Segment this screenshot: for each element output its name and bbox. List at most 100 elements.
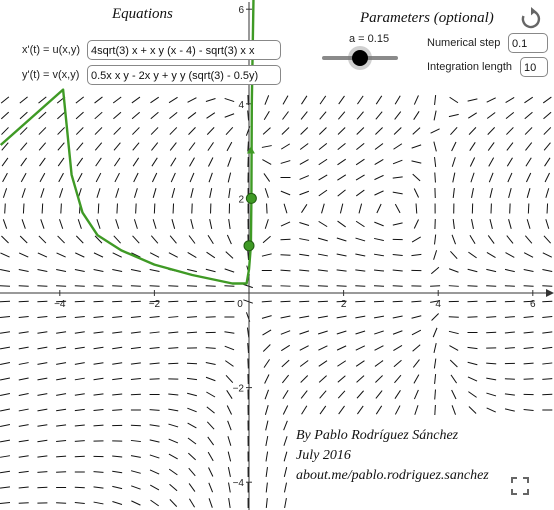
x-equation-input[interactable]: 4sqrt(3) x + x y (x - 4) - sqrt(3) x x xyxy=(87,40,281,60)
field-segment xyxy=(76,157,84,167)
field-segment xyxy=(149,424,160,427)
field-segment xyxy=(266,203,268,214)
field-segment xyxy=(338,405,345,415)
field-segment xyxy=(225,374,234,384)
field-segment xyxy=(149,331,160,334)
field-segment xyxy=(0,315,11,319)
field-segment xyxy=(299,190,310,196)
field-segment xyxy=(168,393,179,396)
fullscreen-icon[interactable] xyxy=(510,476,530,496)
field-segment xyxy=(468,112,477,119)
field-segment xyxy=(112,377,123,381)
field-segment xyxy=(356,405,364,415)
field-segment xyxy=(94,111,103,120)
y-tick-label: 6 xyxy=(238,5,244,16)
field-segment xyxy=(451,157,456,167)
field-segment xyxy=(283,436,288,446)
field-segment xyxy=(227,420,232,431)
field-segment xyxy=(93,377,104,381)
field-segment xyxy=(133,188,138,198)
y-tick-label: 4 xyxy=(238,100,244,111)
field-segment xyxy=(207,436,215,446)
field-segment xyxy=(375,405,383,415)
field-segment xyxy=(57,235,65,244)
field-segment xyxy=(282,111,289,120)
field-segment xyxy=(186,285,198,287)
field-segment xyxy=(130,455,141,458)
field-segment xyxy=(38,235,47,244)
field-segment xyxy=(262,235,271,244)
field-segment xyxy=(2,188,8,198)
field-segment xyxy=(434,404,436,416)
field-segment xyxy=(542,378,553,380)
reset-icon[interactable] xyxy=(519,7,543,31)
credit-link[interactable]: about.me/pablo.rodriguez.sanchez xyxy=(296,468,489,483)
field-segment xyxy=(411,144,422,149)
trajectory-arrow xyxy=(246,146,255,154)
field-segment xyxy=(319,95,327,105)
field-segment xyxy=(149,469,160,475)
direction-field xyxy=(0,94,553,509)
field-segment xyxy=(280,160,291,164)
field-segment xyxy=(208,172,213,183)
field-segment xyxy=(37,315,48,319)
field-segment xyxy=(357,95,364,105)
y-equation-input[interactable]: 0.5x x y - 2x y + y y (sqrt(3) - 0.5y) xyxy=(87,65,281,85)
field-segment xyxy=(374,330,384,335)
field-segment xyxy=(186,331,198,334)
field-segment xyxy=(37,471,48,473)
field-segment xyxy=(467,268,478,273)
field-segment xyxy=(74,331,85,334)
field-segment xyxy=(209,188,213,198)
field-segment xyxy=(261,253,272,257)
field-segment xyxy=(506,157,513,167)
field-segment xyxy=(114,172,120,183)
field-segment xyxy=(19,96,28,104)
field-segment xyxy=(412,127,421,135)
field-segment xyxy=(93,408,104,412)
field-segment xyxy=(299,315,310,319)
x-tick-label: 4 xyxy=(435,299,441,310)
field-segment xyxy=(265,497,268,509)
field-segment xyxy=(432,327,438,338)
field-segment xyxy=(543,111,552,120)
field-segment xyxy=(209,219,213,229)
field-segment xyxy=(93,471,104,473)
numerical-step-input[interactable]: 0.1 xyxy=(508,33,548,53)
field-segment xyxy=(19,127,28,135)
field-segment xyxy=(336,345,347,351)
field-segment xyxy=(451,389,457,400)
field-segment xyxy=(265,420,269,431)
field-segment xyxy=(283,451,288,462)
field-segment xyxy=(226,141,233,152)
field-segment xyxy=(281,344,290,352)
field-segment xyxy=(150,96,160,104)
field-segment xyxy=(356,111,364,120)
field-segment xyxy=(37,252,48,258)
slider-knob[interactable] xyxy=(352,50,368,66)
field-segment xyxy=(468,251,477,259)
field-segment xyxy=(374,143,384,150)
field-segment xyxy=(413,111,420,120)
x-equation-label: x'(t) = u(x,y) xyxy=(22,44,81,56)
field-segment xyxy=(434,94,437,106)
field-segment xyxy=(56,362,67,365)
field-segment xyxy=(168,408,179,412)
integration-length-input[interactable]: 10 xyxy=(520,57,548,77)
field-segment xyxy=(74,440,85,442)
field-segment xyxy=(525,142,533,151)
field-segment xyxy=(20,157,28,167)
field-segment xyxy=(169,235,177,244)
field-segment xyxy=(262,159,272,165)
field-segment xyxy=(168,453,178,460)
field-segment xyxy=(319,405,327,415)
field-segment xyxy=(523,409,534,411)
field-segment xyxy=(394,405,401,415)
field-segment xyxy=(392,300,403,303)
field-segment xyxy=(374,221,384,227)
field-segment xyxy=(112,501,123,505)
field-segment xyxy=(430,128,440,134)
field-segment xyxy=(280,143,291,150)
